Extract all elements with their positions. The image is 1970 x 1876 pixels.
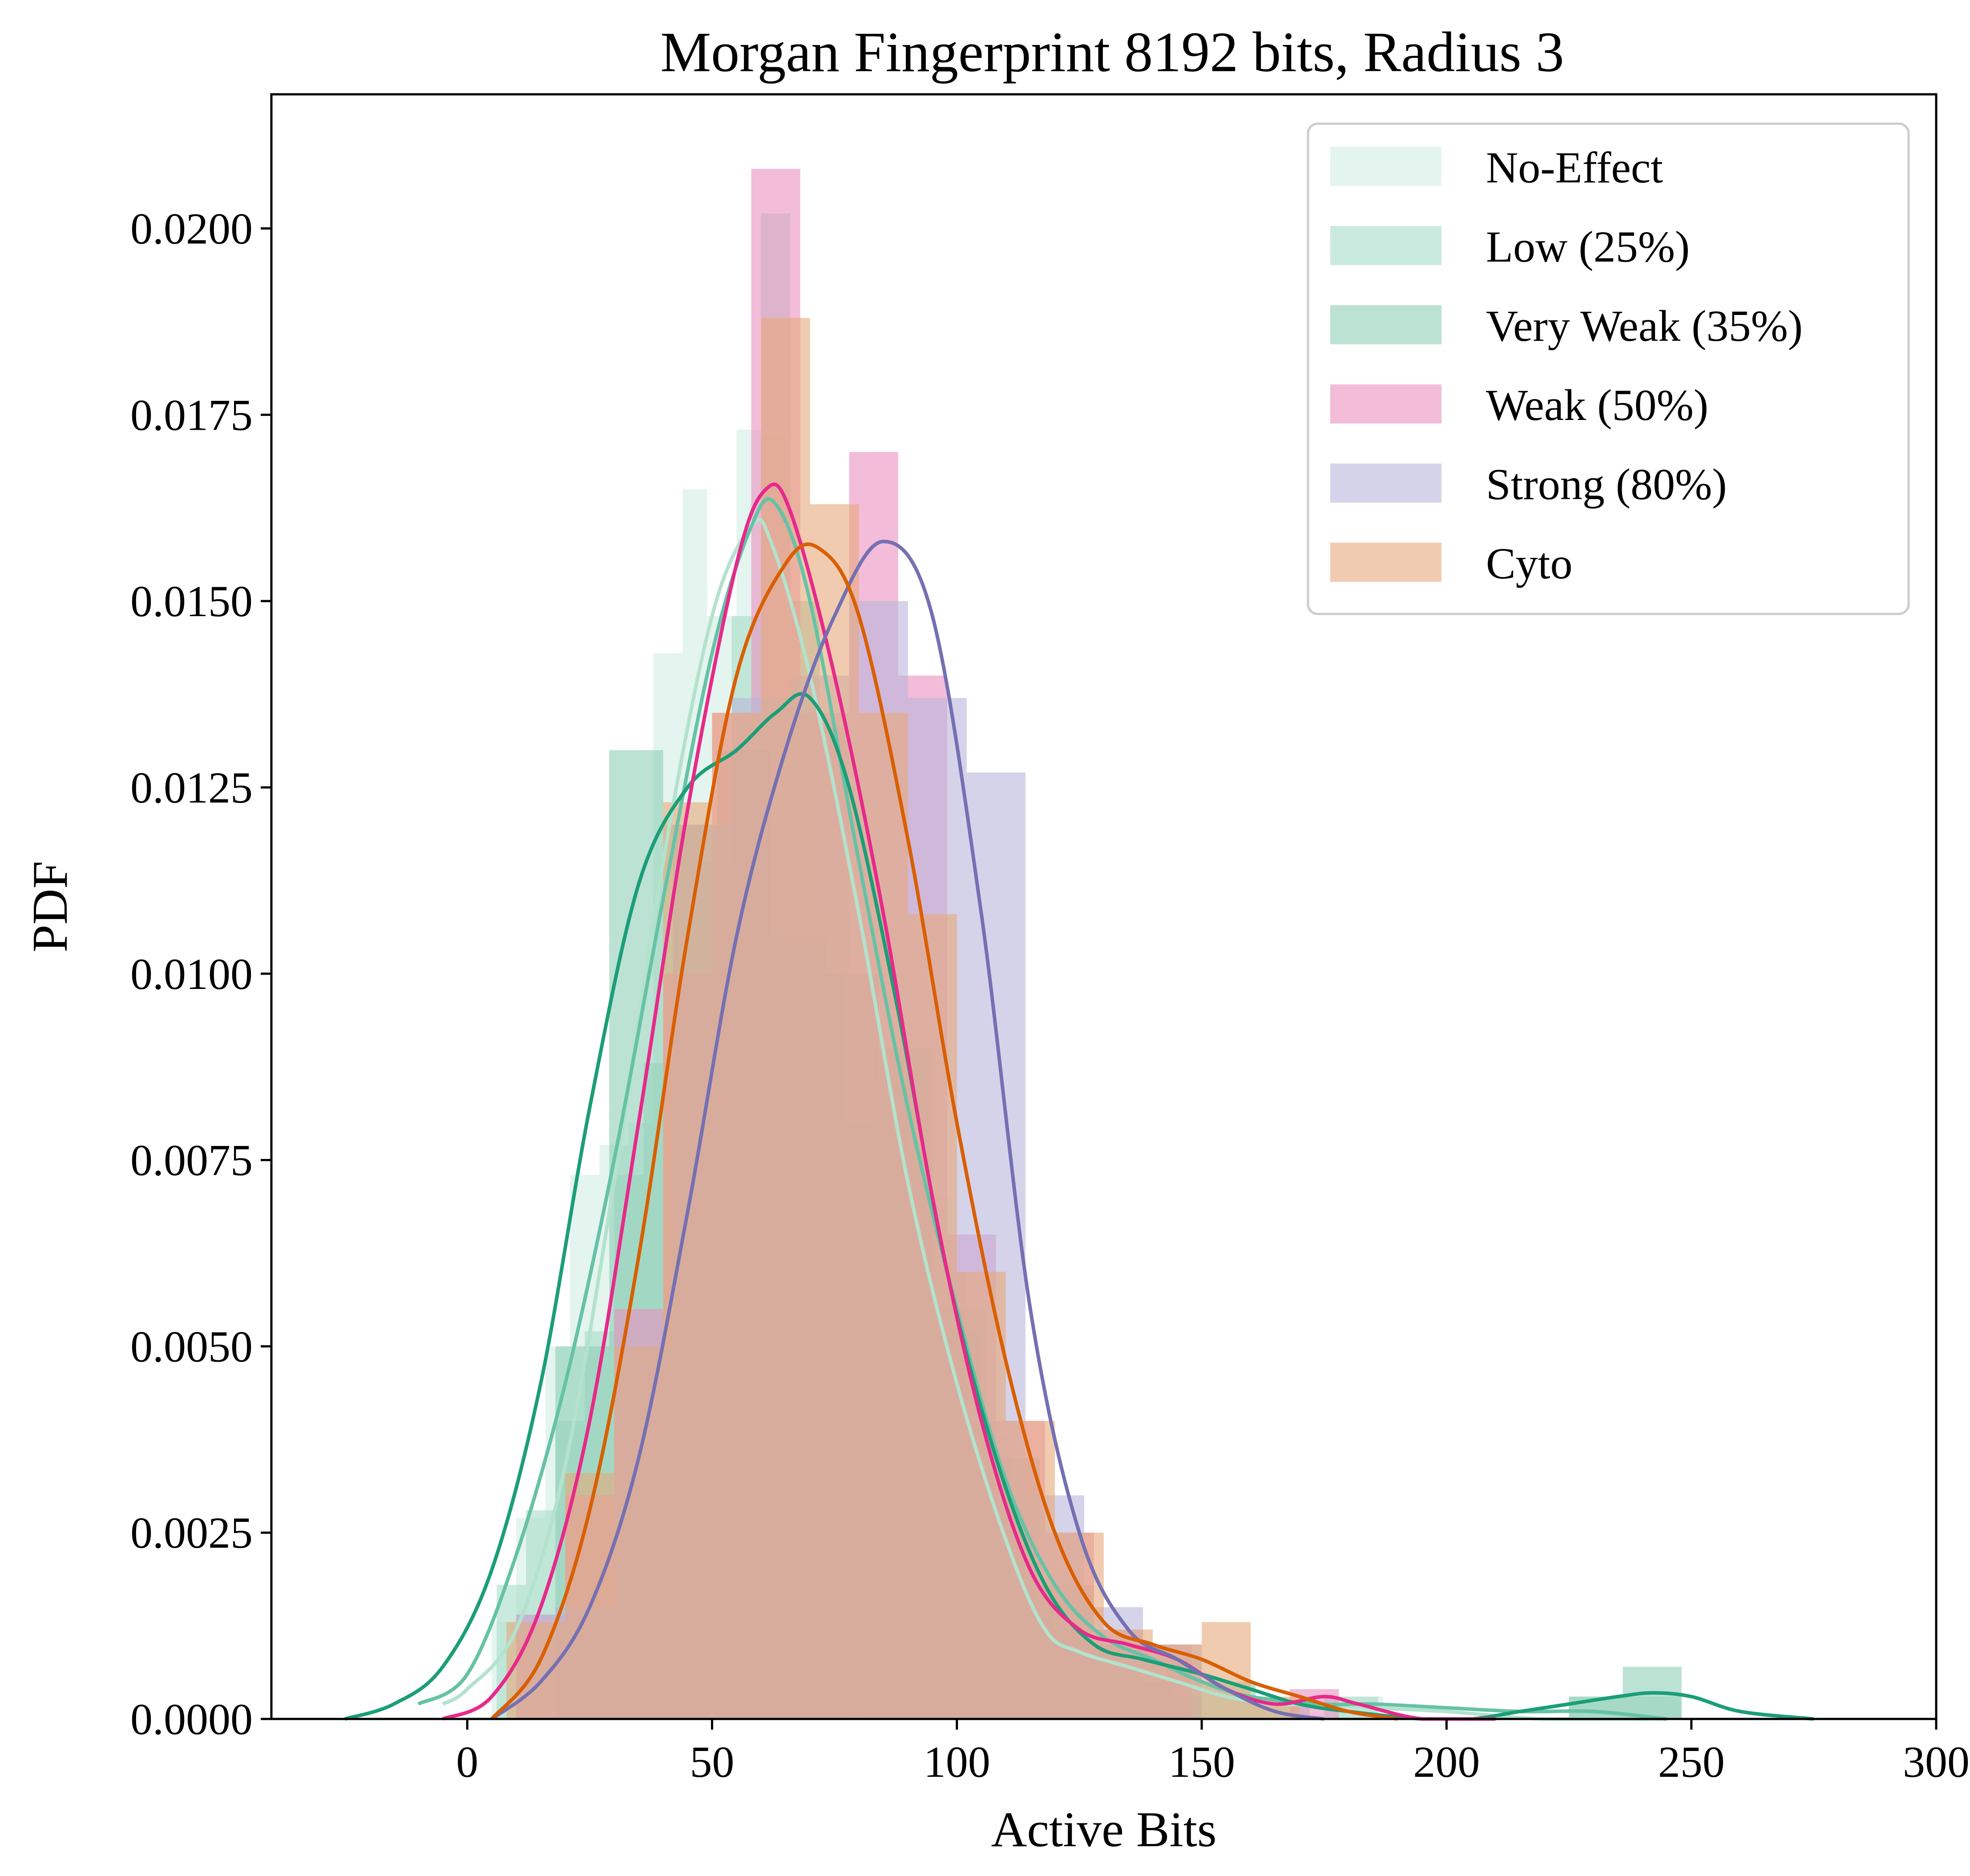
histogram-bar (810, 504, 859, 1719)
legend-swatch (1330, 384, 1441, 424)
histogram-bar (908, 914, 957, 1719)
kde-curves (344, 482, 1814, 1721)
x-tick-label: 0 (456, 1737, 478, 1787)
histogram-bar (761, 318, 810, 1719)
chart-title: Morgan Fingerprint 8192 bits, Radius 3 (660, 20, 1564, 84)
plot-frame (270, 93, 1938, 1720)
legend-label: Very Weak (35%) (1486, 301, 1803, 351)
x-axis-ticks: 0 50 100 150 200 250 300 (456, 1719, 1970, 1787)
legend: No-Effect Low (25%) Very Weak (35%) Weak (5… (1307, 122, 1910, 615)
y-tick-label: 0.0075 (130, 1136, 253, 1185)
x-tick-label: 150 (1168, 1737, 1235, 1787)
histogram-bar (859, 713, 908, 1719)
x-tick-label: 300 (1903, 1737, 1970, 1787)
legend-box (1307, 122, 1910, 615)
legend-label: Cyto (1486, 539, 1572, 588)
y-tick-label: 0.0150 (130, 577, 253, 626)
kde-line-cyto (490, 542, 1398, 1721)
legend-swatch (1330, 464, 1441, 503)
legend-swatch (1330, 147, 1441, 186)
histogram-bars (492, 169, 1682, 1719)
legend-items: No-Effect Low (25%) Very Weak (35%) Weak (5… (1330, 143, 1803, 588)
x-tick-label: 100 (924, 1737, 990, 1787)
legend-label: Low (25%) (1486, 222, 1690, 271)
y-tick-label: 0.0000 (130, 1694, 253, 1744)
x-tick-label: 200 (1413, 1737, 1480, 1787)
y-tick-label: 0.0200 (130, 204, 253, 254)
legend-label: No-Effect (1486, 143, 1663, 192)
x-axis-title: Active Bits (991, 1802, 1216, 1857)
legend-swatch (1330, 226, 1441, 265)
y-tick-label: 0.0175 (130, 390, 253, 440)
legend-label: Weak (50%) (1486, 380, 1708, 430)
y-tick-label: 0.0100 (130, 949, 253, 999)
y-axis-ticks: 0.0000 0.0025 0.0050 0.0075 0.0100 0.0125 0.01… (130, 204, 271, 1744)
y-axis-title: PDF (23, 861, 78, 952)
histogram-bar (1054, 1533, 1104, 1719)
histogram-bar (712, 713, 761, 1719)
y-tick-label: 0.0050 (130, 1322, 253, 1371)
histogram-bar (663, 802, 712, 1719)
kde-line-strong-80 (490, 540, 1324, 1721)
legend-swatch (1330, 543, 1441, 582)
histogram-bar (614, 1346, 663, 1719)
y-tick-label: 0.0125 (130, 763, 253, 812)
legend-swatch (1330, 305, 1441, 344)
x-tick-label: 50 (690, 1737, 735, 1787)
legend-label: Strong (80%) (1486, 460, 1727, 509)
x-tick-label: 250 (1658, 1737, 1725, 1787)
y-tick-label: 0.0025 (130, 1508, 253, 1557)
